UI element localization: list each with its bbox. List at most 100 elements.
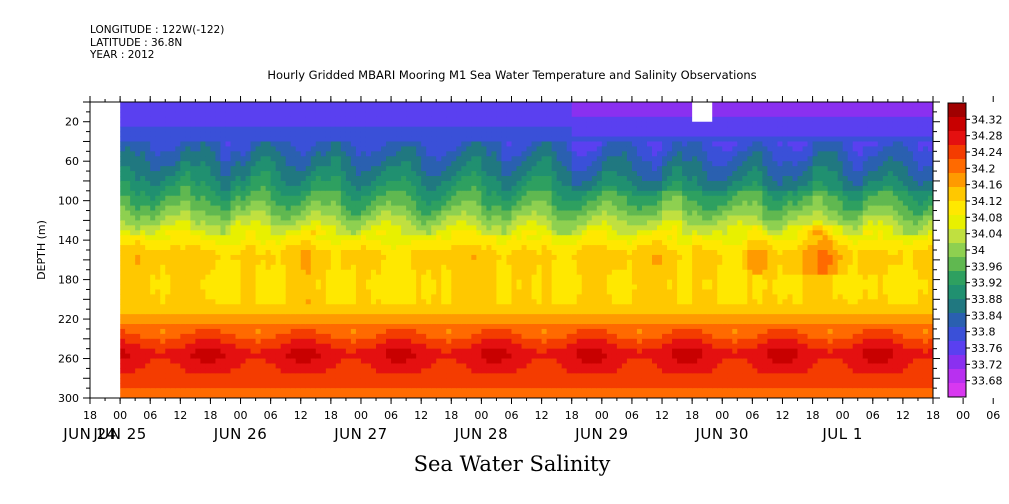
heatmap-cell xyxy=(426,126,432,133)
heatmap-cell xyxy=(225,259,232,266)
heatmap-cell xyxy=(225,116,232,123)
heatmap-cell xyxy=(481,190,488,197)
heatmap-cell xyxy=(406,235,412,241)
heatmap-cell xyxy=(235,126,242,133)
heatmap-cell xyxy=(200,126,207,133)
heatmap-cell xyxy=(476,343,482,350)
heatmap-cell xyxy=(245,388,252,394)
heatmap-cell xyxy=(345,235,352,241)
heatmap-cell xyxy=(330,156,337,162)
heatmap-cell xyxy=(195,176,201,182)
heatmap-cell xyxy=(310,393,317,398)
heatmap-cell xyxy=(255,363,262,369)
heatmap-cell xyxy=(295,235,302,241)
heatmap-cell xyxy=(481,176,488,182)
heatmap-cell xyxy=(426,353,432,360)
heatmap-cell xyxy=(260,264,267,271)
heatmap-cell xyxy=(150,353,156,360)
heatmap-cell xyxy=(150,274,156,281)
heatmap-cell xyxy=(360,274,367,281)
heatmap-cell xyxy=(280,289,287,295)
heatmap-cell xyxy=(360,180,367,187)
heatmap-cell xyxy=(386,328,392,335)
heatmap-cell xyxy=(360,161,367,167)
heatmap-cell xyxy=(165,245,171,251)
heatmap-cell xyxy=(406,210,412,217)
heatmap-cell xyxy=(511,240,518,246)
heatmap-cell xyxy=(125,151,131,157)
heatmap-cell xyxy=(145,161,151,167)
heatmap-cell xyxy=(531,240,538,246)
heatmap-cell xyxy=(461,289,467,295)
heatmap-cell xyxy=(230,200,237,207)
heatmap-cell xyxy=(396,254,402,261)
heatmap-cell xyxy=(295,240,302,246)
heatmap-cell xyxy=(265,176,272,182)
heatmap-cell xyxy=(150,205,156,212)
heatmap-cell xyxy=(381,215,387,221)
heatmap-cell xyxy=(270,343,277,350)
heatmap-cell xyxy=(240,309,247,315)
heatmap-cell xyxy=(130,333,136,340)
heatmap-cell xyxy=(401,141,407,147)
heatmap-cell xyxy=(376,166,382,172)
heatmap-cell xyxy=(355,106,362,113)
heatmap-cell xyxy=(245,294,252,300)
heatmap-cell xyxy=(335,304,342,310)
heatmap-cell xyxy=(225,299,232,305)
heatmap-cell xyxy=(345,166,352,172)
heatmap-cell xyxy=(175,185,181,192)
heatmap-cell xyxy=(325,388,332,394)
heatmap-cell xyxy=(275,176,282,182)
heatmap-cell xyxy=(270,225,277,231)
heatmap-cell xyxy=(416,358,422,365)
heatmap-cell xyxy=(456,373,462,379)
heatmap-cell xyxy=(295,185,302,192)
heatmap-cell xyxy=(190,141,196,147)
heatmap-cell xyxy=(391,388,397,394)
heatmap-cell xyxy=(521,220,528,226)
heatmap-cell xyxy=(396,304,402,310)
heatmap-cell xyxy=(486,111,493,118)
heatmap-cell xyxy=(416,126,422,133)
heatmap-cell xyxy=(320,166,327,172)
heatmap-cell xyxy=(441,363,447,369)
heatmap-cell xyxy=(150,279,156,286)
heatmap-cell xyxy=(436,240,442,246)
heatmap-cell xyxy=(265,250,272,256)
heatmap-cell xyxy=(371,131,377,138)
heatmap-cell xyxy=(170,106,176,113)
heatmap-cell xyxy=(461,348,467,355)
heatmap-cell xyxy=(245,269,252,276)
heatmap-cell xyxy=(350,205,357,212)
heatmap-cell xyxy=(421,141,427,147)
heatmap-cell xyxy=(135,245,141,251)
heatmap-cell xyxy=(240,121,247,128)
heatmap-cell xyxy=(140,319,146,325)
heatmap-cell xyxy=(516,304,523,310)
heatmap-cell xyxy=(150,358,156,365)
heatmap-cell xyxy=(270,235,277,241)
heatmap-cell xyxy=(516,195,523,202)
heatmap-cell xyxy=(436,166,442,172)
heatmap-cell xyxy=(335,126,342,133)
heatmap-cell xyxy=(240,180,247,187)
heatmap-cell xyxy=(391,368,397,374)
heatmap-cell xyxy=(310,210,317,217)
heatmap-cell xyxy=(451,240,457,246)
heatmap-cell xyxy=(476,210,482,217)
heatmap-cell xyxy=(436,180,442,187)
heatmap-cell xyxy=(441,368,447,374)
heatmap-cell xyxy=(280,176,287,182)
heatmap-cell xyxy=(240,304,247,310)
heatmap-cell xyxy=(300,299,307,305)
heatmap-cell xyxy=(310,131,317,138)
heatmap-cell xyxy=(245,289,252,295)
heatmap-cell xyxy=(295,146,302,152)
heatmap-cell xyxy=(360,210,367,217)
heatmap-cell xyxy=(436,230,442,236)
heatmap-cell xyxy=(461,274,467,281)
heatmap-cell xyxy=(275,338,282,345)
heatmap-cell xyxy=(130,146,136,152)
heatmap-cell xyxy=(140,106,146,113)
